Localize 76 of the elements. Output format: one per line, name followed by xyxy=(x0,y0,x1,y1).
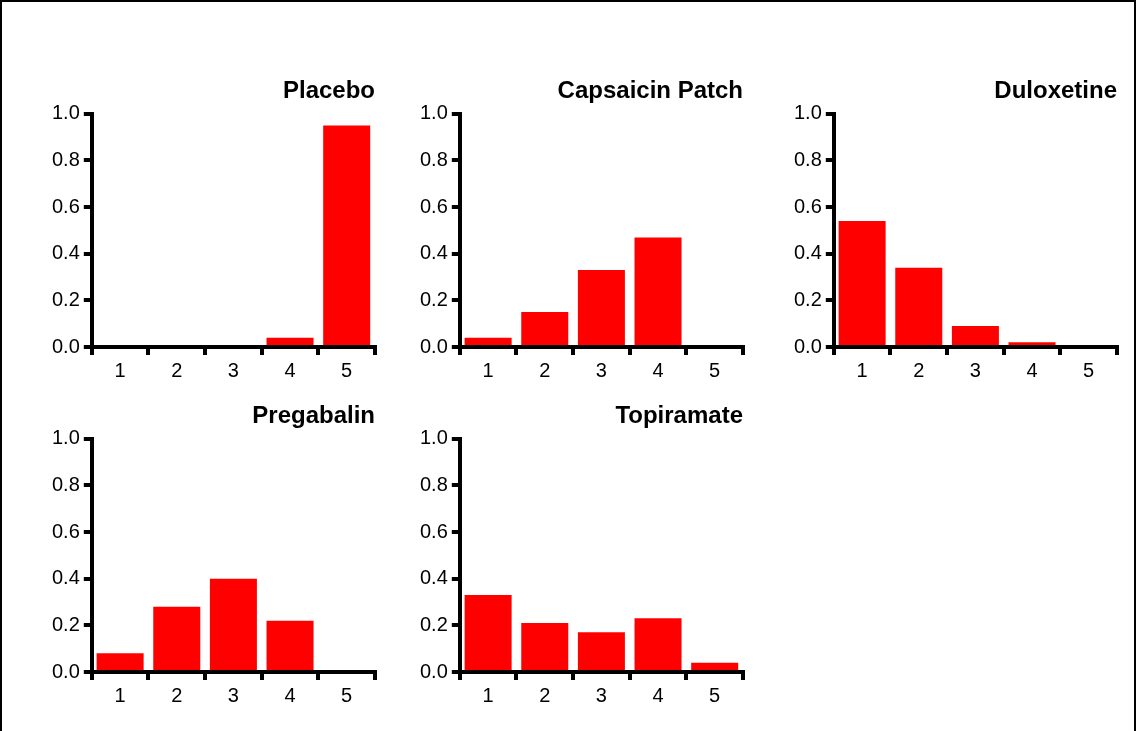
y-tick-label: 0.8 xyxy=(419,472,448,495)
bar xyxy=(521,312,569,345)
bar xyxy=(634,618,682,670)
y-tick-label: 0.2 xyxy=(51,612,80,635)
bar xyxy=(266,620,314,670)
chart-title: Pregabalin xyxy=(252,401,375,429)
y-tick-label: 1.0 xyxy=(793,101,822,124)
y-tick-label: 0.4 xyxy=(793,241,822,264)
chart-title: Duloxetine xyxy=(994,76,1117,104)
x-tick-label: 5 xyxy=(341,358,353,381)
x-tick-label: 5 xyxy=(709,683,721,706)
bar xyxy=(1008,342,1056,345)
x-tick-label: 2 xyxy=(171,358,183,381)
x-tick-label: 2 xyxy=(171,683,183,706)
bar xyxy=(96,653,144,670)
bar xyxy=(577,270,625,345)
bar xyxy=(634,237,682,345)
y-tick-label: 0.8 xyxy=(419,147,448,170)
x-tick-label: 4 xyxy=(652,358,664,381)
x-tick-label: 1 xyxy=(482,358,494,381)
y-tick-label: 1.0 xyxy=(51,101,80,124)
y-tick-label: 0.4 xyxy=(419,566,448,589)
y-tick-label: 0.0 xyxy=(51,659,80,682)
x-tick-label: 2 xyxy=(913,358,925,381)
bar xyxy=(895,267,943,345)
y-tick-label: 0.6 xyxy=(51,519,80,542)
y-tick-label: 0.2 xyxy=(419,287,448,310)
y-tick-label: 0.6 xyxy=(51,194,80,217)
y-tick-label: 0.6 xyxy=(419,194,448,217)
y-tick-label: 0.0 xyxy=(51,334,80,357)
chart-title: Topiramate xyxy=(615,401,743,429)
y-tick-label: 0.2 xyxy=(419,612,448,635)
y-tick-label: 1.0 xyxy=(419,101,448,124)
x-tick-label: 3 xyxy=(227,358,239,381)
y-tick-label: 0.0 xyxy=(793,334,822,357)
y-tick-label: 0.8 xyxy=(51,147,80,170)
y-tick-label: 0.8 xyxy=(793,147,822,170)
y-tick-label: 1.0 xyxy=(419,426,448,449)
x-tick-label: 5 xyxy=(341,683,353,706)
y-tick-label: 0.2 xyxy=(793,287,822,310)
bar xyxy=(209,578,257,670)
bar xyxy=(153,606,201,670)
bar xyxy=(951,326,999,345)
bar xyxy=(464,595,512,670)
x-tick-label: 1 xyxy=(114,358,126,381)
x-tick-label: 4 xyxy=(1026,358,1038,381)
x-tick-label: 1 xyxy=(482,683,494,706)
x-tick-label: 1 xyxy=(856,358,868,381)
y-tick-label: 0.4 xyxy=(51,241,80,264)
bar xyxy=(691,662,739,670)
x-tick-label: 3 xyxy=(969,358,981,381)
y-tick-label: 0.6 xyxy=(793,194,822,217)
x-tick-label: 4 xyxy=(284,358,296,381)
x-tick-label: 5 xyxy=(1083,358,1095,381)
x-tick-label: 2 xyxy=(539,683,551,706)
y-tick-label: 0.4 xyxy=(419,241,448,264)
x-tick-label: 4 xyxy=(284,683,296,706)
x-tick-label: 3 xyxy=(595,358,607,381)
x-tick-label: 5 xyxy=(709,358,721,381)
x-tick-label: 3 xyxy=(595,683,607,706)
y-tick-label: 0.0 xyxy=(419,334,448,357)
bar xyxy=(577,632,625,670)
bar xyxy=(464,337,512,345)
y-tick-label: 0.6 xyxy=(419,519,448,542)
x-tick-label: 4 xyxy=(652,683,664,706)
x-tick-label: 3 xyxy=(227,683,239,706)
y-tick-label: 0.0 xyxy=(419,659,448,682)
y-tick-label: 1.0 xyxy=(51,426,80,449)
y-tick-label: 0.2 xyxy=(51,287,80,310)
x-tick-label: 1 xyxy=(114,683,126,706)
y-tick-label: 0.8 xyxy=(51,472,80,495)
chart-title: Capsaicin Patch xyxy=(557,76,743,104)
chart-title: Placebo xyxy=(282,76,375,104)
bar xyxy=(521,623,569,670)
x-tick-label: 2 xyxy=(539,358,551,381)
y-tick-label: 0.4 xyxy=(51,566,80,589)
